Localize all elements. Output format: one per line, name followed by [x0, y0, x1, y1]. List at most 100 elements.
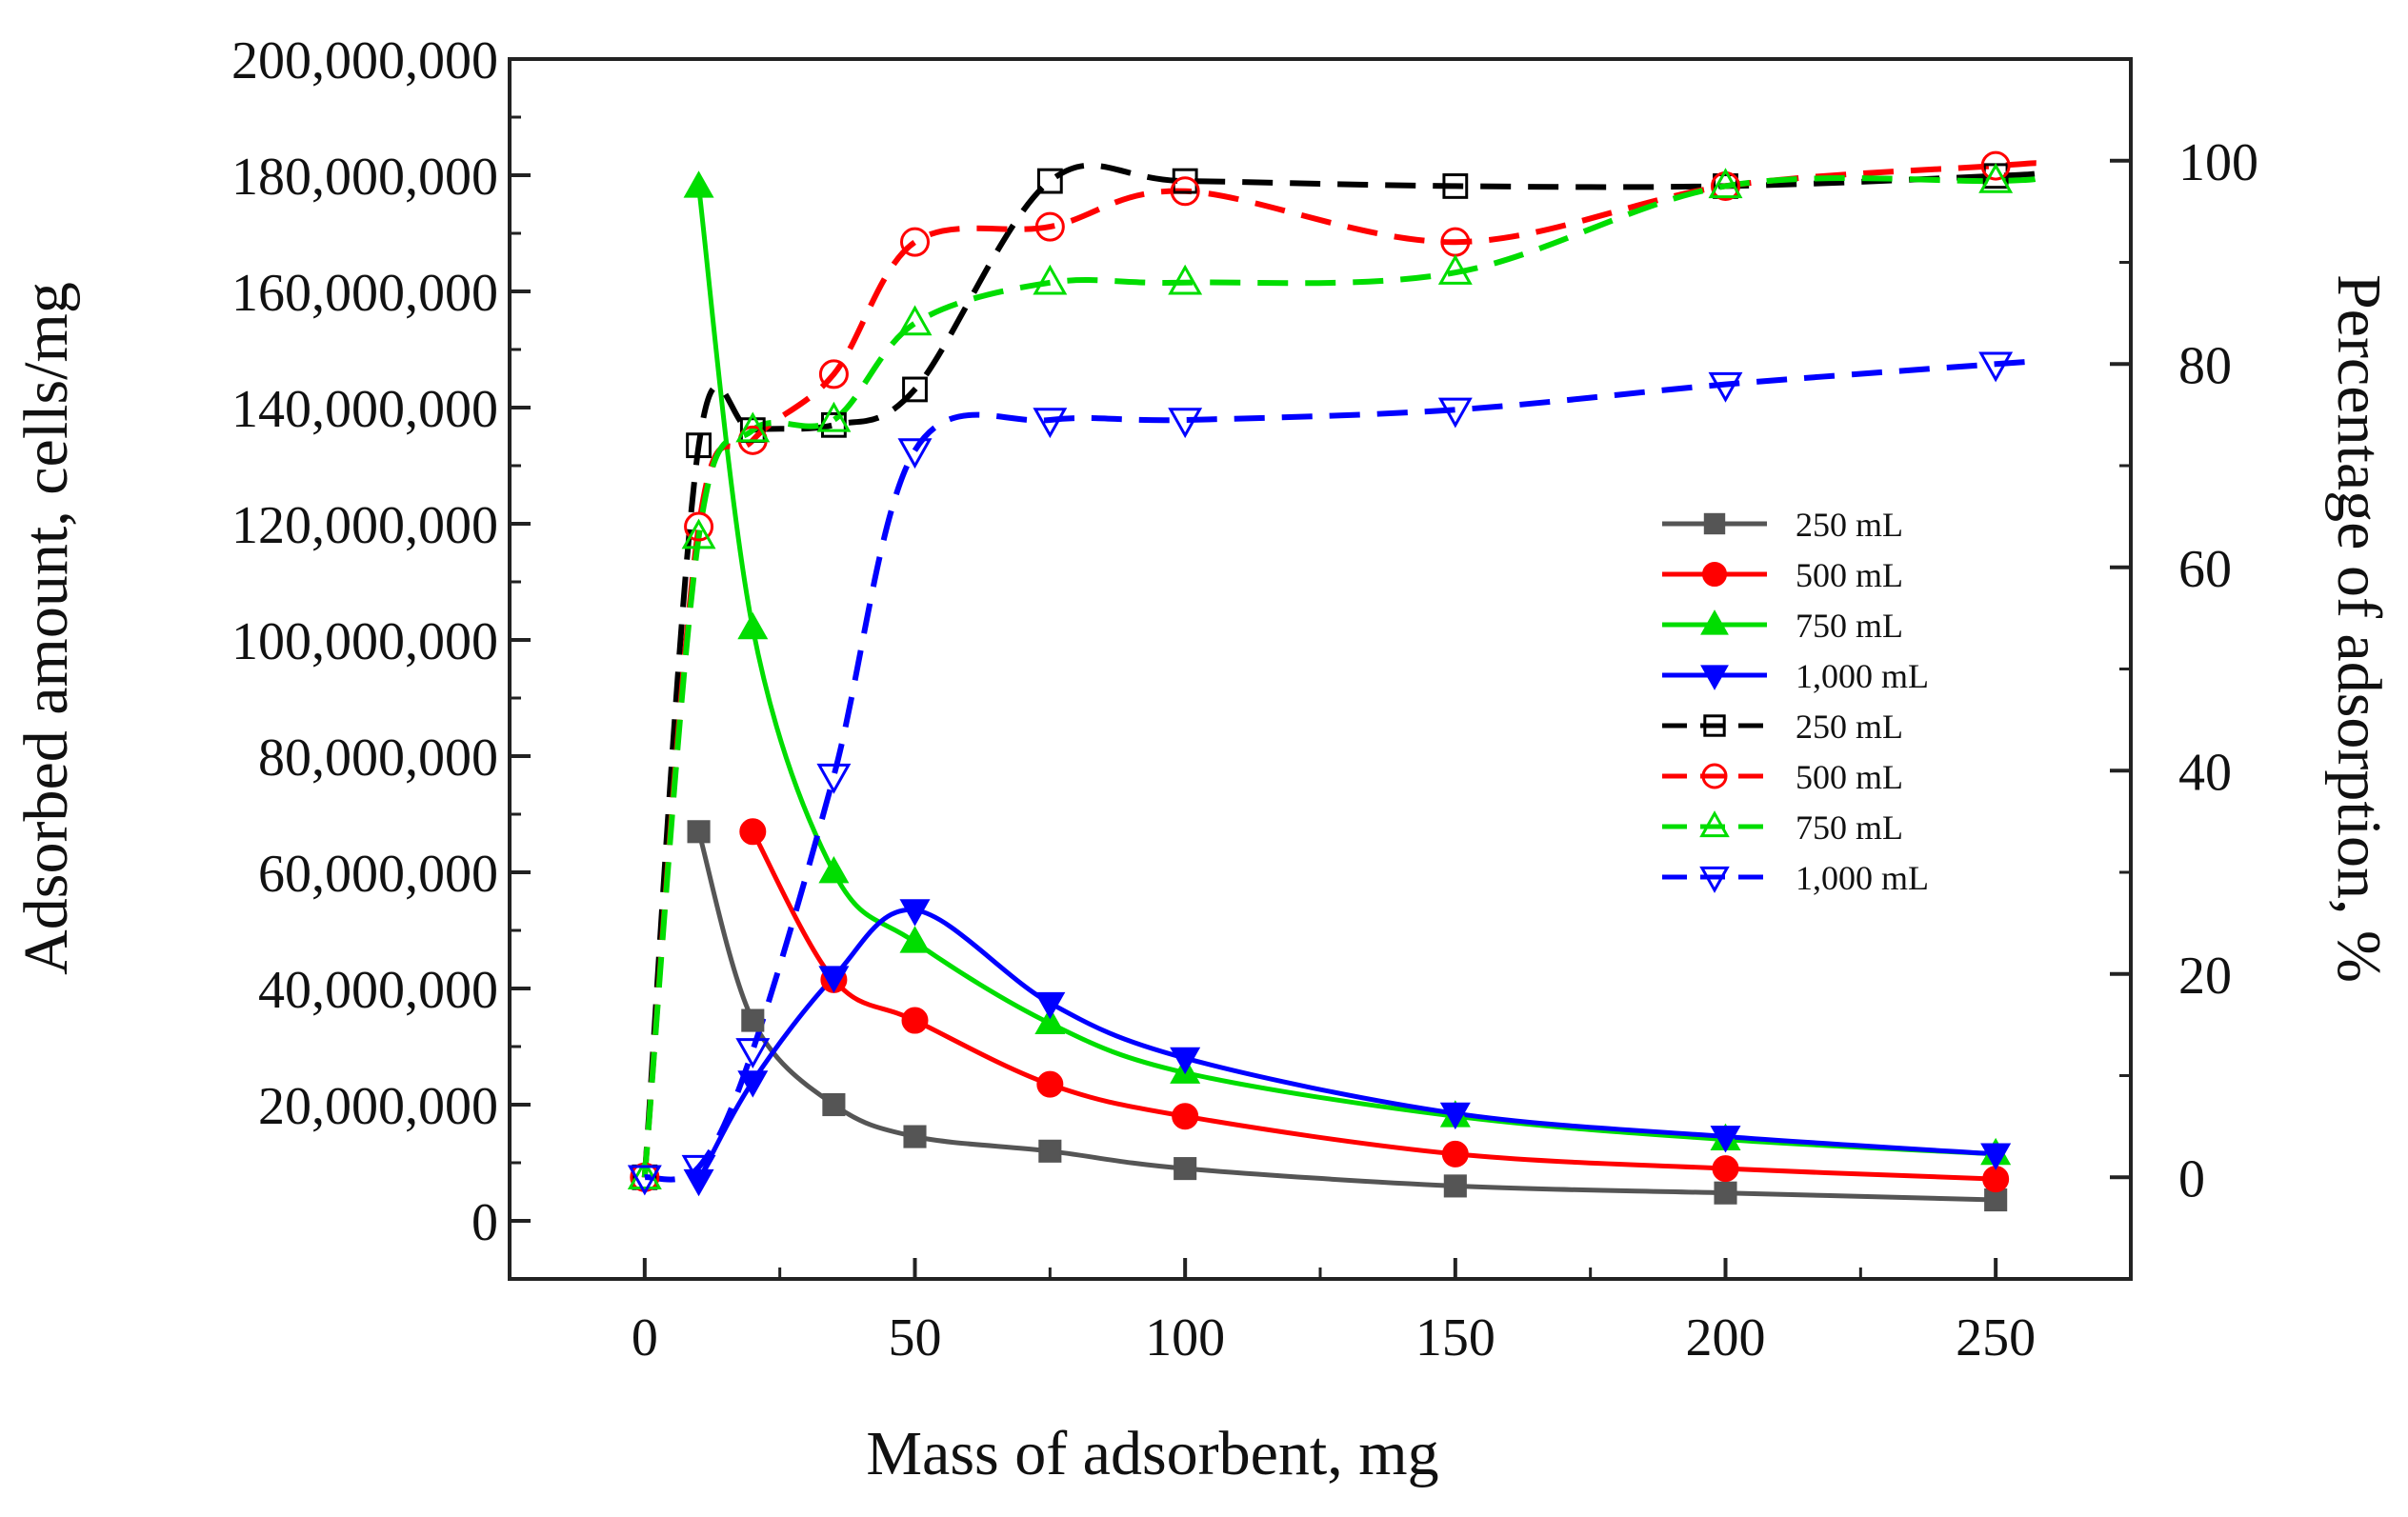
adsorbed-amount-1000mL-ml-point	[899, 899, 931, 927]
percentage-1000mL-ml-point	[1978, 351, 2014, 383]
x-tick-label: 150	[1415, 1308, 1495, 1367]
axes: 0 50 100 150 200 250020,000,00040,000,00060,0…	[231, 31, 2258, 1367]
percentage-1000mL-ml-point	[735, 1038, 771, 1068]
y-left-tick-label: 60,000,000	[258, 845, 498, 904]
legend-marker	[1699, 866, 1730, 893]
legend-label: 750 mL	[1796, 808, 1903, 847]
y-left-tick-label: 180,000,000	[231, 148, 498, 207]
x-tick-label: 50	[889, 1308, 942, 1367]
y-right-tick-label: 40	[2178, 743, 2232, 802]
y-right-tick-label: 100	[2178, 133, 2258, 192]
y-left-tick-label: 120,000,000	[231, 496, 498, 555]
legend-marker	[1700, 609, 1729, 635]
percentage-1000mL-ml-line	[644, 358, 2039, 1183]
adsorbed-amount-750mL-ml-point	[1034, 1007, 1066, 1034]
percentage-750mL-ml-point	[1708, 168, 1743, 199]
legend-label: 500 mL	[1796, 758, 1903, 796]
percentage-500mL-ml-point	[1980, 150, 2011, 181]
adsorbed-amount-250mL-ml-point	[1038, 1139, 1062, 1163]
legend-label: 1,000 mL	[1796, 657, 1929, 695]
percentage-500mL-ml-point	[900, 227, 930, 257]
percentage-500mL-ml-point	[684, 511, 714, 542]
adsorbed-amount-250mL-ml-point	[822, 1092, 846, 1117]
percentage-750mL-ml-point	[816, 401, 852, 432]
adsorbed-amount-1000mL-ml-point	[1710, 1126, 1741, 1153]
percentage-250mL-ml-point	[902, 376, 928, 403]
legend: 250 mL 500 mL 750 mL 1,000 mL 250 mL 500 mL 75…	[1662, 506, 1929, 897]
adsorbed-amount-750mL-ml-point	[737, 611, 769, 640]
y-axis-right-title: Percentage of adsorption, %	[2324, 274, 2394, 983]
y-right-tick-label: 20	[2178, 947, 2232, 1006]
percentage-1000mL-ml-point	[816, 763, 852, 794]
percentage-250mL-ml-point	[686, 432, 712, 459]
percentage-1000mL-ml-point	[897, 438, 933, 469]
y-left-tick-label: 200,000,000	[231, 31, 498, 90]
x-tick-label: 200	[1686, 1308, 1766, 1367]
legend-marker	[1700, 665, 1729, 690]
y-right-tick-label: 80	[2178, 336, 2232, 395]
legend-marker	[1702, 562, 1727, 587]
percentage-1000mL-ml-point	[1708, 371, 1743, 403]
legend-label: 1,000 mL	[1796, 859, 1929, 897]
legend-label: 750 mL	[1796, 607, 1903, 645]
percentage-750mL-ml-point	[627, 1159, 662, 1189]
adsorbed-amount-250mL-ml-point	[1443, 1174, 1467, 1198]
adsorbed-amount-500mL-ml-point	[1172, 1103, 1199, 1130]
percentage-1000mL-ml-point	[1437, 397, 1473, 429]
percentage-1000mL-ml-point	[627, 1165, 662, 1196]
adsorbed-amount-750mL-ml-point	[818, 856, 850, 884]
x-tick-label: 100	[1145, 1308, 1225, 1367]
adsorbed-amount-250mL-ml-point	[1714, 1181, 1737, 1205]
percentage-1000mL-ml-point	[1168, 408, 1203, 439]
percentage-750mL-ml-point	[735, 411, 771, 443]
percentage-500mL-ml-point	[1034, 211, 1065, 242]
percentage-750mL-ml-point	[1168, 264, 1203, 295]
adsorbed-amount-1000mL-ml-point	[737, 1070, 769, 1098]
legend-label: 250 mL	[1796, 708, 1903, 746]
y-left-tick-label: 20,000,000	[258, 1077, 498, 1136]
adsorbed-amount-750mL-ml-point	[899, 926, 931, 953]
adsorbed-amount-500mL-ml-point	[1982, 1166, 2010, 1193]
percentage-250mL-ml-point	[1442, 173, 1469, 199]
adsorbed-amount-250mL-ml-point	[687, 820, 711, 844]
y-right-tick-label: 0	[2178, 1149, 2205, 1208]
adsorbed-amount-500mL-ml-point	[739, 818, 767, 846]
legend-marker	[1703, 512, 1726, 535]
adsorbed-amount-1000mL-ml-point	[818, 966, 850, 993]
legend-marker	[1703, 714, 1726, 737]
percentage-1000mL-ml-point	[1033, 408, 1068, 439]
percentage-1000mL-ml-point	[681, 1154, 716, 1186]
y-axis-left-title: Adsorbed amount, cells/mg	[11, 282, 81, 975]
adsorbed-amount-1000mL-ml-point	[1980, 1143, 2012, 1170]
adsorbed-amount-1000mL-ml-line	[696, 908, 1997, 1182]
adsorbed-amount-500mL-ml-point	[1712, 1155, 1739, 1183]
adsorbed-amount-1000mL-ml-point	[1439, 1102, 1471, 1130]
adsorbed-amount-250mL-ml-point	[1984, 1188, 2008, 1212]
percentage-750mL-ml-point	[1033, 264, 1068, 295]
adsorbed-amount-250mL-ml-point	[741, 1008, 765, 1032]
adsorbed-amount-250mL-ml-point	[1174, 1157, 1197, 1181]
adsorbed-amount-500mL-ml-point	[1441, 1140, 1469, 1168]
x-axis-title: Mass of adsorbent, mg	[866, 1419, 1438, 1488]
legend-marker	[1701, 763, 1728, 789]
adsorbed-amount-750mL-ml-point	[683, 170, 714, 198]
legend-label: 250 mL	[1796, 506, 1903, 544]
y-left-tick-label: 160,000,000	[231, 264, 498, 323]
percentage-750mL-ml-point	[1978, 162, 2014, 193]
adsorbed-amount-250mL-ml-point	[903, 1125, 927, 1148]
x-tick-label: 0	[632, 1308, 658, 1367]
percentage-250mL-ml-point	[1036, 168, 1063, 194]
legend-label: 500 mL	[1796, 556, 1903, 594]
y-left-tick-label: 140,000,000	[231, 380, 498, 439]
y-left-tick-label: 80,000,000	[258, 729, 498, 788]
curves	[641, 160, 2039, 1203]
percentage-750mL-ml-point	[681, 518, 716, 549]
percentage-750mL-ml-point	[897, 305, 933, 336]
y-left-tick-label: 0	[472, 1193, 498, 1252]
percentage-250mL-ml-point	[1172, 168, 1198, 194]
legend-marker	[1699, 810, 1730, 838]
percentage-500mL-ml-point	[1170, 176, 1200, 207]
adsorbed-amount-1000mL-ml-point	[1034, 991, 1066, 1020]
markers	[627, 150, 2014, 1212]
